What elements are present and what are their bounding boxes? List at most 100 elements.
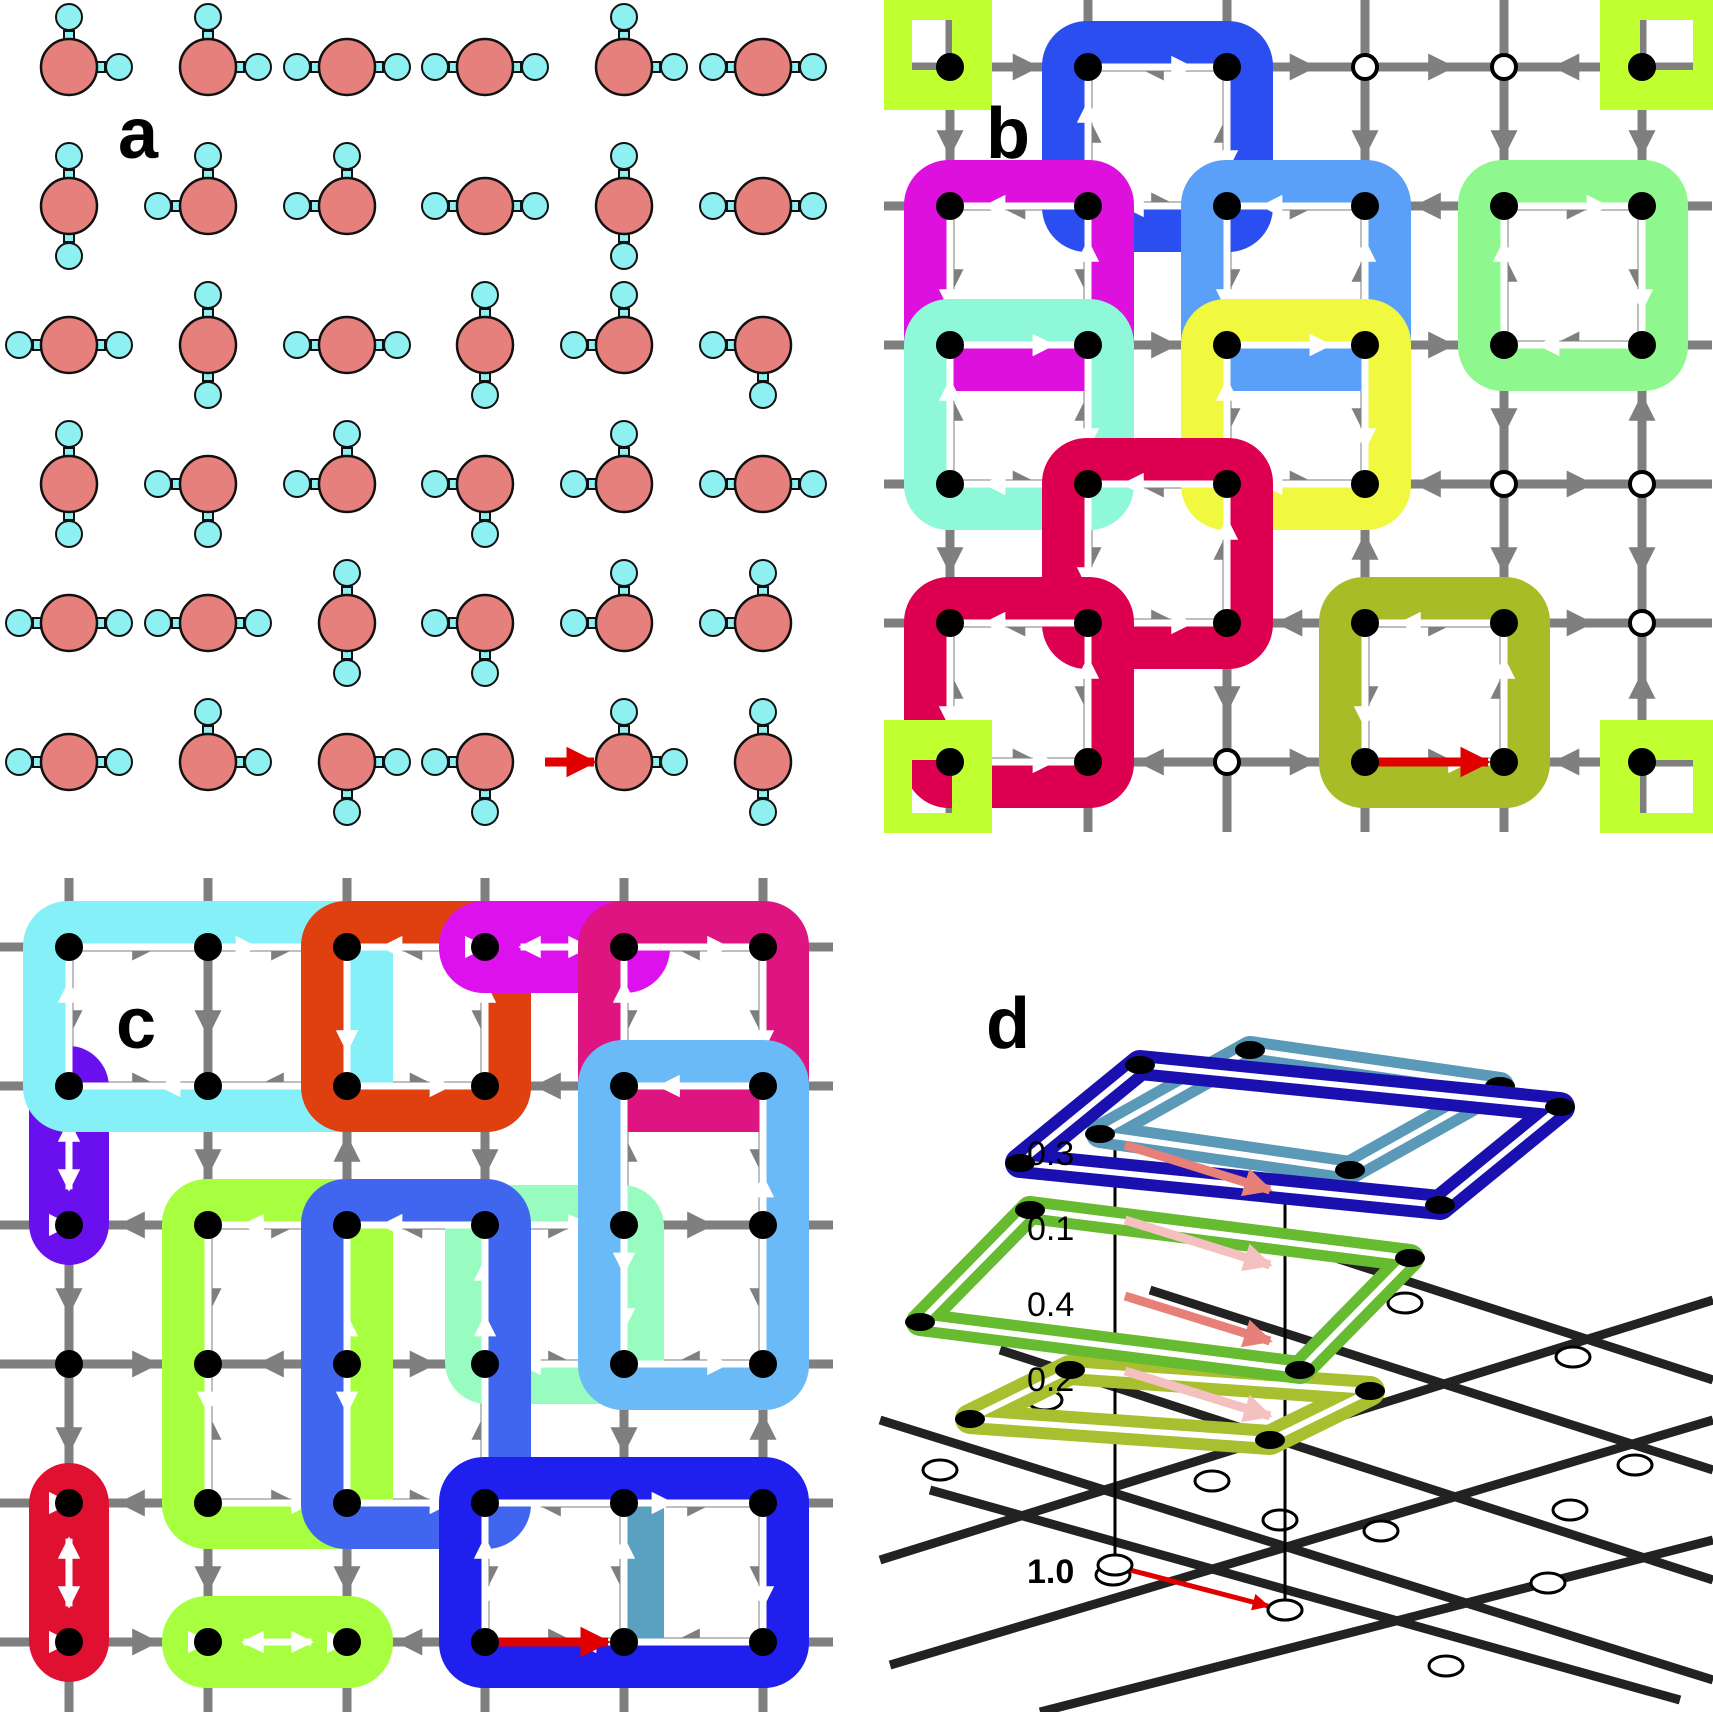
vertex-filled: [749, 933, 777, 961]
loop-layer-0.4: [905, 1196, 1425, 1384]
hydrogen-atom: [55, 3, 83, 31]
hydrogen-atom: [610, 281, 638, 309]
loop-path: [1361, 619, 1508, 766]
vertex-filled: [471, 1489, 499, 1517]
hydrogen-atom: [333, 798, 361, 826]
hydrogen-atom: [749, 381, 777, 409]
weight-label-3: 0.2: [1027, 1361, 1074, 1399]
loop-band: [439, 1457, 809, 1688]
loop-band: [162, 1596, 393, 1688]
panel-c-vertices: [55, 933, 777, 1656]
hydrogen-atom: [560, 609, 588, 637]
vertex-filled: [194, 933, 222, 961]
vertex-filled: [471, 1350, 499, 1378]
loop-band: [301, 1179, 531, 1549]
panel-c-loops: [23, 901, 809, 1688]
vertex-filled: [1351, 470, 1379, 498]
water-molecule: [144, 593, 272, 653]
oxygen-atom: [733, 315, 793, 375]
water-molecule: [283, 37, 411, 97]
hydrogen-atom: [105, 609, 133, 637]
loop-vertex: [1255, 1431, 1285, 1449]
vertex-filled: [1628, 748, 1656, 776]
hydrogen-atom: [699, 53, 727, 81]
vertex-filled: [194, 1350, 222, 1378]
water-molecule: [699, 37, 827, 97]
water-molecule: [178, 698, 272, 792]
water-molecule: [317, 732, 411, 826]
hydrogen-atom: [610, 698, 638, 726]
panel-d-perspective-layers: [878, 1036, 1713, 1712]
oxygen-atom: [733, 454, 793, 514]
hydrogen-atom: [749, 798, 777, 826]
loop-vertex: [1395, 1249, 1425, 1267]
hydrogen-atom: [421, 192, 449, 220]
vertex-filled: [1490, 331, 1518, 359]
loop-vertex: [1055, 1361, 1085, 1379]
oxygen-atom: [455, 176, 515, 236]
hydrogen-atom: [194, 520, 222, 548]
vertex-filled: [55, 1489, 83, 1517]
panel-b-loops: [884, 0, 1713, 833]
vertex-filled: [1213, 609, 1241, 637]
ground-edge: [878, 1415, 1713, 1685]
vertex-filled: [194, 1211, 222, 1239]
vertex-filled: [610, 1350, 638, 1378]
loop-layer-0.2: [955, 1355, 1385, 1455]
water-molecule: [5, 315, 133, 375]
vertex-empty: [1213, 748, 1241, 776]
loop-layer-0.3: [1005, 1050, 1575, 1220]
hydrogen-atom: [383, 748, 411, 776]
vertex-filled: [1213, 192, 1241, 220]
vertex-filled: [936, 331, 964, 359]
vertex-filled: [471, 1628, 499, 1656]
vertex-filled: [471, 1211, 499, 1239]
oxygen-atom: [178, 315, 238, 375]
hydrogen-atom: [144, 470, 172, 498]
hydrogen-atom: [333, 142, 361, 170]
hydrogen-atom: [333, 659, 361, 687]
water-molecule: [39, 3, 133, 97]
loop-band: [1458, 160, 1688, 391]
vertex-empty: [1490, 53, 1518, 81]
vertex-filled: [610, 933, 638, 961]
hydrogen-atom: [471, 798, 499, 826]
oxygen-atom: [317, 732, 377, 792]
oxygen-atom: [317, 315, 377, 375]
loop-band: [904, 577, 1134, 808]
oxygen-atom: [594, 315, 654, 375]
loop-vertex: [1545, 1098, 1575, 1116]
loop: [904, 577, 1134, 808]
defect-arrow: [1129, 1567, 1270, 1611]
loop-vertex: [1085, 1125, 1115, 1143]
vertex-filled: [936, 470, 964, 498]
oxygen-atom: [455, 37, 515, 97]
weight-arrow-0.1: [1123, 1215, 1273, 1272]
vertex-filled: [55, 1628, 83, 1656]
vertex-filled: [194, 1489, 222, 1517]
water-molecule: [144, 454, 238, 548]
vertex-filled: [1628, 53, 1656, 81]
vertex-filled: [1074, 192, 1102, 220]
vertex-filled: [1074, 470, 1102, 498]
water-molecule: [421, 454, 515, 548]
oxygen-atom: [594, 593, 654, 653]
vertex-filled: [1490, 192, 1518, 220]
hydrogen-atom: [55, 142, 83, 170]
hydrogen-atom: [55, 242, 83, 270]
hydrogen-atom: [194, 698, 222, 726]
wrap-loop-segment: [1600, 0, 1713, 110]
loop: [162, 1596, 393, 1688]
hydrogen-atom: [749, 559, 777, 587]
loop-vertex: [1125, 1056, 1155, 1074]
oxygen-atom: [317, 454, 377, 514]
vertex-filled: [1490, 609, 1518, 637]
loop-vertex: [1425, 1196, 1455, 1214]
loop-band: [301, 901, 531, 1132]
hydrogen-atom: [799, 192, 827, 220]
loop-vertex: [1335, 1161, 1365, 1179]
oxygen-atom: [39, 593, 99, 653]
oxygen-atom: [178, 593, 238, 653]
hydrogen-atom: [799, 53, 827, 81]
ground-lattice: [878, 1235, 1713, 1712]
